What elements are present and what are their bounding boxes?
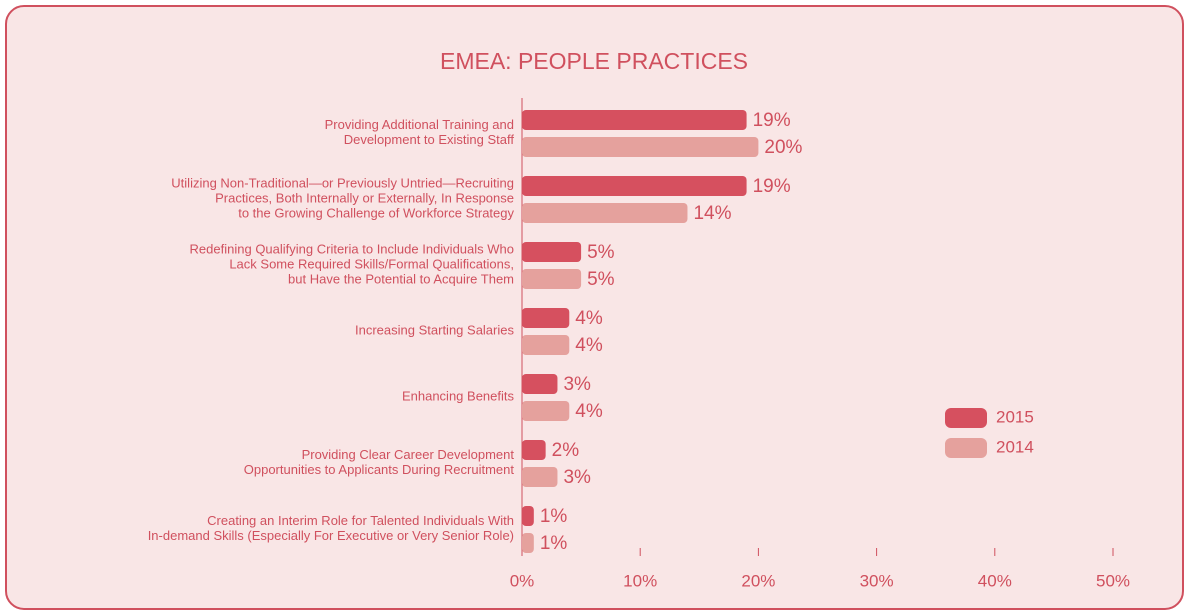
chart-frame [5, 5, 1184, 610]
value-label: 20% [764, 137, 802, 158]
chart-title: EMEA: PEOPLE PRACTICES [440, 48, 748, 74]
category-label: Creating an Interim Role for Talented In… [207, 513, 514, 528]
category-label: Development to Existing Staff [344, 132, 515, 147]
value-label: 3% [563, 374, 591, 395]
bar [522, 374, 558, 394]
category-label: but Have the Potential to Acquire Them [288, 271, 514, 286]
category-label: Practices, Both Internally or Externally… [215, 190, 514, 205]
category-label: Providing Clear Career Development [302, 447, 515, 462]
value-label: 1% [540, 506, 568, 527]
value-label: 14% [693, 203, 731, 224]
bar [522, 440, 546, 460]
value-label: 5% [587, 242, 615, 263]
bar [522, 137, 759, 157]
bar [522, 506, 534, 526]
category-label: Opportunities to Applicants During Recru… [244, 462, 515, 477]
legend-swatch [945, 438, 987, 458]
bar [522, 335, 570, 355]
bar [522, 269, 582, 289]
bar [522, 203, 688, 223]
legend-label: 2015 [996, 407, 1034, 426]
category-label: Enhancing Benefits [402, 388, 515, 403]
x-tick-label: 0% [510, 571, 535, 590]
bar [522, 467, 558, 487]
x-tick-label: 40% [978, 571, 1012, 590]
bar [522, 308, 570, 328]
value-label: 4% [575, 401, 603, 422]
x-tick-label: 20% [741, 571, 775, 590]
bar [522, 110, 747, 130]
value-label: 5% [587, 269, 615, 290]
value-label: 3% [563, 467, 591, 488]
category-label: Redefining Qualifying Criteria to Includ… [190, 241, 514, 256]
x-tick-label: 50% [1096, 571, 1130, 590]
x-tick-label: 10% [623, 571, 657, 590]
category-label: Utilizing Non-Traditional—or Previously … [171, 175, 514, 190]
legend-label: 2014 [996, 437, 1034, 456]
bar [522, 176, 747, 196]
value-label: 4% [575, 335, 603, 356]
legend-swatch [945, 408, 987, 428]
value-label: 4% [575, 308, 603, 329]
category-label: In-demand Skills (Especially For Executi… [148, 528, 514, 543]
category-label: to the Growing Challenge of Workforce St… [238, 205, 514, 220]
value-label: 2% [552, 440, 580, 461]
category-label: Providing Additional Training and [325, 117, 514, 132]
value-label: 1% [540, 533, 568, 554]
category-label: Increasing Starting Salaries [355, 322, 514, 337]
bar [522, 242, 582, 262]
x-tick-label: 30% [860, 571, 894, 590]
bar [522, 533, 534, 553]
category-label: Lack Some Required Skills/Formal Qualifi… [229, 256, 514, 271]
value-label: 19% [753, 176, 791, 197]
bar [522, 401, 570, 421]
value-label: 19% [753, 110, 791, 131]
